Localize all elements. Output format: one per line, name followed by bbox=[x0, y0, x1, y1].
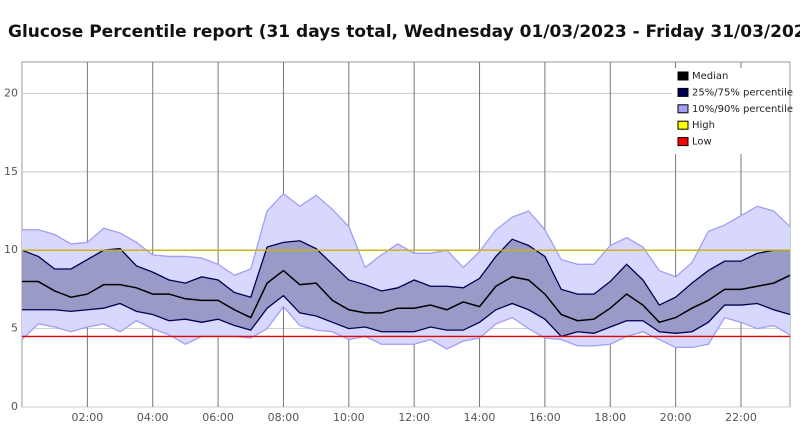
legend-swatch bbox=[677, 104, 689, 114]
percentile-line bbox=[22, 192, 791, 278]
legend: Median 25%/75% percentile 10%/90% percenti… bbox=[672, 68, 793, 154]
x-tick-label: 14:00 bbox=[464, 411, 496, 424]
x-tick-label: 22:00 bbox=[725, 411, 757, 424]
percentile-band bbox=[22, 239, 790, 337]
y-tick-label: 5 bbox=[11, 322, 18, 335]
legend-swatch bbox=[677, 87, 689, 97]
legend-swatch bbox=[677, 137, 689, 147]
legend-label: Low bbox=[692, 137, 712, 148]
percentile-line bbox=[21, 305, 791, 350]
legend-label: 25%/75% percentile bbox=[692, 87, 793, 98]
legend-box bbox=[672, 68, 788, 154]
x-tick-label: 20:00 bbox=[660, 411, 692, 424]
legend-swatch bbox=[677, 71, 689, 81]
x-tick-label: 04:00 bbox=[137, 411, 169, 424]
y-tick-label: 10 bbox=[4, 243, 18, 256]
x-tick-label: 02:00 bbox=[72, 411, 104, 424]
y-tick-label: 15 bbox=[4, 165, 18, 178]
legend-label: High bbox=[692, 120, 715, 131]
legend-label: 10%/90% percentile bbox=[692, 104, 793, 115]
x-tick-label: 18:00 bbox=[594, 411, 626, 424]
percentile-line bbox=[21, 238, 790, 306]
x-tick-label: 10:00 bbox=[333, 411, 365, 424]
x-tick-label: 16:00 bbox=[529, 411, 561, 424]
x-tick-label: 08:00 bbox=[268, 411, 300, 424]
chart-title: Glucose Percentile report (31 days total… bbox=[8, 22, 800, 42]
legend-label: Median bbox=[692, 71, 728, 82]
y-tick-label: 20 bbox=[4, 86, 18, 99]
legend-swatch bbox=[677, 120, 689, 130]
percentile-line bbox=[22, 294, 791, 338]
x-tick-label: 12:00 bbox=[398, 411, 430, 424]
y-tick-label: 0 bbox=[11, 400, 18, 413]
x-tick-label: 06:00 bbox=[202, 411, 234, 424]
median-line bbox=[22, 269, 791, 324]
